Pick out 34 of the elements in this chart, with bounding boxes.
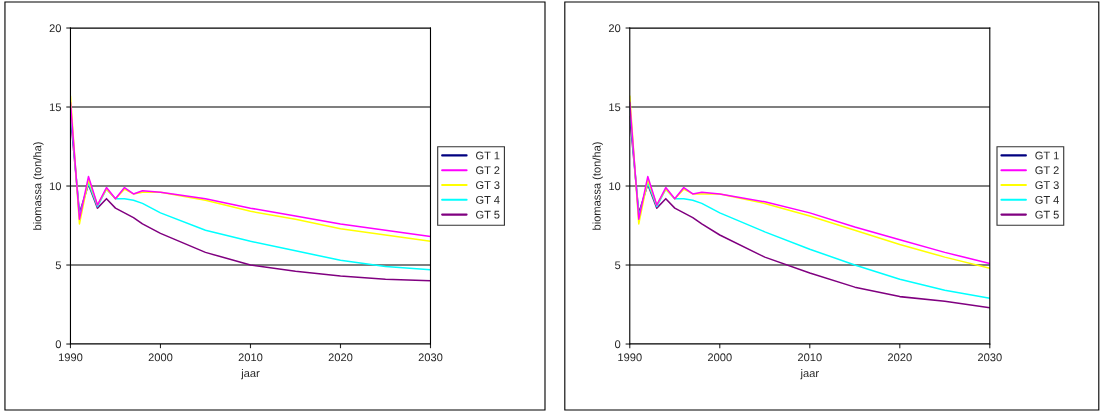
x-tick-label: 2030 [978,353,1002,362]
x-tick-label: 2020 [328,353,353,362]
y-tick-label: 15 [609,103,621,112]
legend-label: GT 1 [476,151,500,160]
legend-label: GT 4 [1035,195,1059,204]
legend-label: GT 1 [1035,151,1059,160]
y-tick-label: 0 [615,340,621,349]
y-tick-label: 20 [608,24,621,33]
y-tick-label: 10 [49,182,61,191]
x-tick-label: 2020 [887,353,912,362]
x-tick-label: 2000 [707,353,732,362]
x-tick-label: 2030 [418,353,443,362]
legend-label: GT 5 [1035,210,1059,219]
legend-label: GT 3 [1035,181,1059,189]
y-axis-title: biomassa (ton/ha) [592,142,603,230]
x-tick-label: 1990 [618,353,642,362]
legend-label: GT 3 [476,181,500,189]
y-tick-label: 5 [55,261,61,270]
y-tick-label: 10 [609,182,621,191]
y-tick-label: 5 [615,261,621,270]
legend-label: GT 5 [476,210,500,219]
x-axis-title: jaar [800,368,819,380]
y-tick-label: 0 [55,340,61,349]
x-tick-label: 2010 [797,353,822,362]
x-tick-label: 1990 [58,353,83,362]
y-tick-label: 15 [49,103,61,112]
y-axis-title: biomassa (ton/ha) [33,142,44,230]
x-tick-label: 2000 [148,353,173,362]
x-axis-title: jaar [240,368,260,380]
legend-label: GT 2 [1035,166,1059,175]
y-tick-label: 20 [49,24,61,33]
x-tick-label: 2010 [238,353,263,362]
legend-label: GT 4 [476,195,500,204]
legend-label: GT 2 [476,166,500,175]
